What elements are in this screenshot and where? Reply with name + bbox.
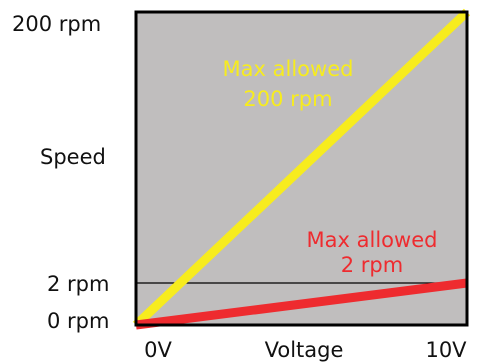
- annotation-200rpm-line1: Max allowed: [223, 57, 354, 81]
- y-tick-0rpm: 0 rpm: [47, 309, 109, 333]
- y-tick-200rpm: 200 rpm: [12, 12, 101, 36]
- y-axis-label: Speed: [40, 145, 106, 169]
- y-tick-2rpm: 2 rpm: [47, 272, 109, 296]
- series-line-max-2rpm: [135, 278, 468, 330]
- plot-frame: [134, 10, 469, 327]
- x-tick-10v: 10V: [425, 338, 467, 362]
- annotation-2rpm-line1: Max allowed: [307, 228, 438, 252]
- x-tick-0v: 0V: [144, 338, 172, 362]
- annotation-2rpm-line2: 2 rpm: [341, 253, 403, 277]
- series-line-max-200rpm: [132, 8, 471, 329]
- x-axis-label: Voltage: [265, 338, 344, 362]
- annotation-200rpm-line2: 200 rpm: [243, 87, 332, 111]
